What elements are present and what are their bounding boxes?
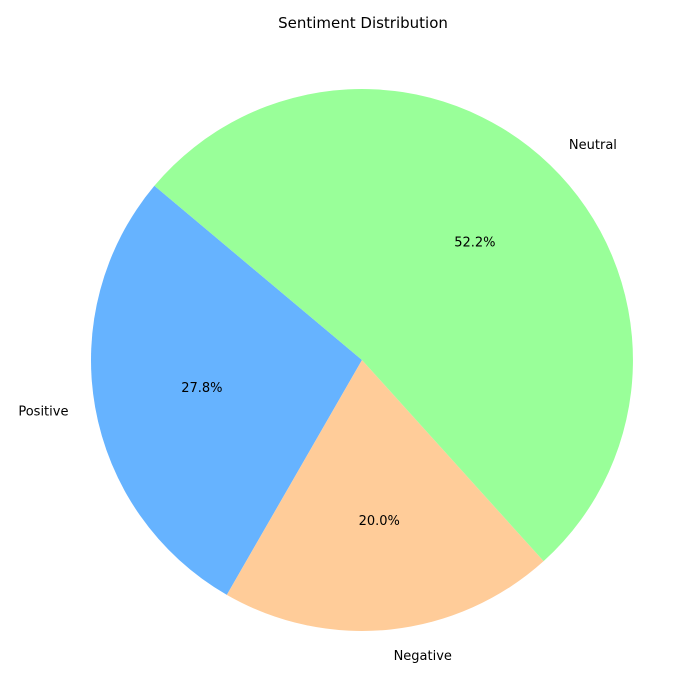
percent-label-neutral: 52.2%: [454, 235, 495, 250]
pie-slices: [90, 89, 633, 632]
category-label-positive: Positive: [18, 404, 68, 419]
chart-title: Sentiment Distribution: [278, 14, 448, 32]
category-label-negative: Negative: [394, 649, 452, 664]
pie-slice-neutral: [154, 89, 633, 562]
percent-label-negative: 20.0%: [359, 514, 400, 529]
pie-labels: 27.8% Positive 20.0% Negative 52.2% Neutral: [18, 138, 617, 664]
pie-slice-negative: [226, 360, 544, 632]
pie-slice-positive: [90, 185, 363, 595]
category-label-neutral: Neutral: [569, 138, 617, 153]
percent-label-positive: 27.8%: [181, 381, 222, 396]
